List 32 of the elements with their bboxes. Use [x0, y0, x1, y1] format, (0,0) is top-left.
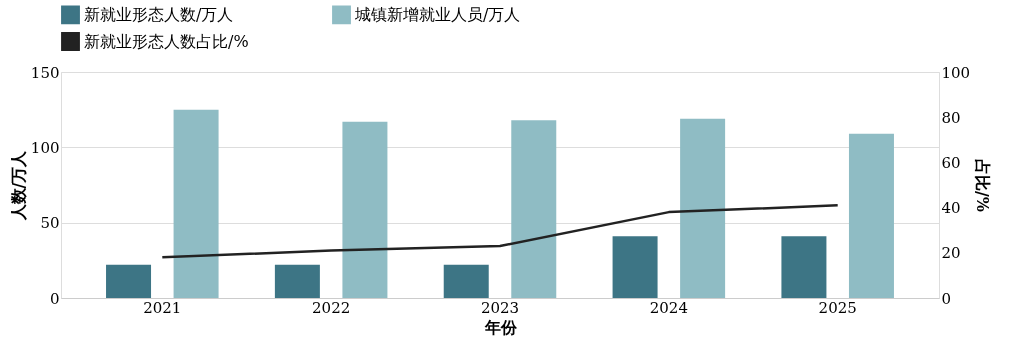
bar	[342, 121, 388, 298]
bar	[680, 118, 726, 298]
bar	[612, 236, 658, 298]
legend-label: 城镇新增就业人员/万人	[354, 4, 521, 24]
y2-tick-label: 40	[941, 199, 961, 218]
bar	[781, 236, 827, 298]
bar	[274, 264, 320, 298]
y2-tick-label: 80	[941, 108, 961, 127]
x-tick-label: 2023	[480, 298, 520, 317]
x-tick-label: 2025	[818, 298, 857, 317]
x-tick-label: 2022	[312, 298, 351, 317]
legend-label: 新就业形态人数/万人	[84, 4, 234, 24]
y-tick-label: 100	[30, 138, 60, 157]
y-axis-title: 人数/万人	[8, 149, 28, 222]
y2-axis-title: 占比/%	[973, 158, 993, 213]
y2-tick-label: 20	[941, 244, 961, 263]
y2-tick-label: 60	[941, 153, 961, 172]
legend-label: 新就业形态人数占比/%	[84, 31, 249, 51]
y-tick-label: 0	[49, 289, 60, 308]
x-tick-label: 2024	[649, 298, 688, 317]
bar	[106, 264, 152, 298]
bar	[848, 133, 894, 298]
bar	[173, 109, 219, 298]
x-axis-title: 年份	[483, 317, 518, 337]
y2-tick-label: 100	[941, 63, 971, 82]
y2-tick-label: 0	[941, 289, 952, 308]
bar	[511, 120, 557, 298]
y-tick-label: 50	[40, 214, 60, 233]
bar	[443, 264, 489, 298]
line-series	[161, 204, 839, 259]
y-tick-label: 150	[30, 63, 60, 82]
x-tick-label: 2021	[143, 298, 182, 317]
